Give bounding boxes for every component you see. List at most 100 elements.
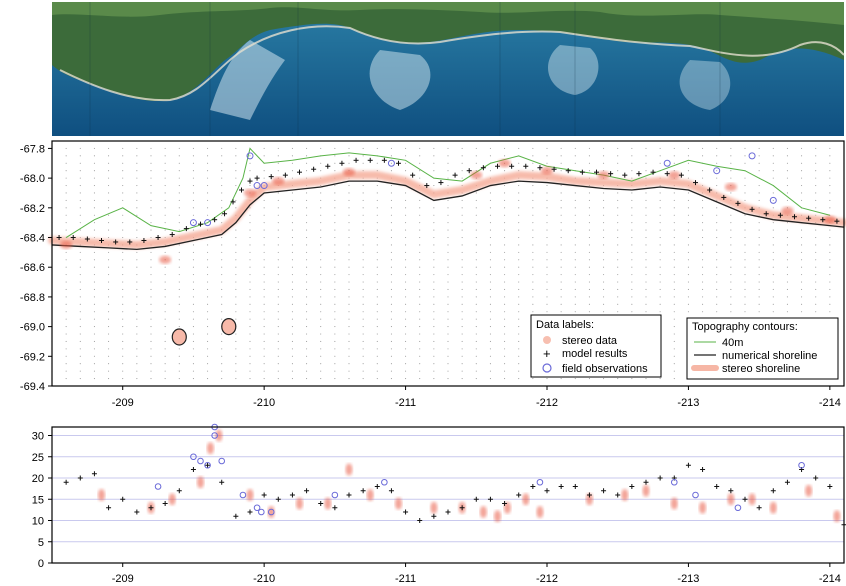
grid-dot bbox=[744, 244, 746, 246]
grid-dot bbox=[829, 259, 831, 261]
grid-dot bbox=[376, 192, 378, 194]
stereo-data-point bbox=[296, 497, 303, 510]
grid-dot bbox=[801, 274, 803, 276]
map-x-axis: -209 -210 -211 -212 -213 -214 bbox=[112, 386, 841, 409]
grid-dot bbox=[390, 199, 392, 201]
grid-dot bbox=[772, 162, 774, 164]
grid-dot bbox=[136, 259, 138, 261]
grid-dot bbox=[433, 274, 435, 276]
grid-dot bbox=[263, 177, 265, 179]
grid-dot bbox=[504, 296, 506, 298]
grid-dot bbox=[758, 251, 760, 253]
grid-dot bbox=[786, 236, 788, 239]
model-result-point bbox=[834, 218, 840, 224]
grid-dot bbox=[461, 259, 463, 261]
grid-dot bbox=[306, 222, 308, 224]
grid-dot bbox=[362, 207, 364, 209]
grid-dot bbox=[815, 259, 817, 261]
grid-dot bbox=[65, 192, 67, 194]
grid-dot bbox=[588, 281, 590, 283]
grid-dot bbox=[504, 170, 506, 172]
grid-dot bbox=[405, 296, 407, 298]
grid-dot bbox=[207, 281, 209, 283]
grid-dot bbox=[702, 288, 704, 291]
grid-dot bbox=[786, 184, 788, 187]
grid-dot bbox=[291, 311, 293, 313]
grid-dot bbox=[150, 229, 152, 231]
grid-dot bbox=[306, 147, 308, 149]
grid-dot bbox=[221, 244, 223, 246]
grid-dot bbox=[405, 274, 407, 276]
model-result-point bbox=[431, 513, 437, 519]
depth-plot-frame bbox=[51, 426, 845, 564]
grid-dot bbox=[461, 326, 463, 328]
grid-dot bbox=[617, 281, 619, 283]
grid-dot bbox=[93, 155, 95, 157]
grid-dot bbox=[108, 274, 110, 276]
grid-dot bbox=[461, 214, 463, 216]
grid-dot bbox=[603, 147, 605, 149]
grid-dot bbox=[122, 192, 124, 194]
grid-dot bbox=[560, 288, 562, 291]
grid-dot bbox=[786, 311, 788, 313]
grid-dot bbox=[150, 177, 152, 179]
field-observation-point bbox=[246, 152, 254, 160]
model-result-point bbox=[374, 484, 380, 489]
grid-dot bbox=[489, 281, 491, 283]
grid-dot bbox=[221, 251, 223, 253]
grid-dot bbox=[504, 326, 506, 328]
grid-dot bbox=[136, 326, 138, 328]
grid-dot bbox=[447, 207, 449, 209]
model-result-point bbox=[247, 178, 253, 184]
grid-dot bbox=[221, 288, 223, 291]
grid-dot bbox=[235, 274, 237, 276]
grid-dot bbox=[603, 155, 605, 157]
grid-dot bbox=[546, 288, 548, 291]
grid-dot bbox=[716, 311, 718, 313]
grid-dot bbox=[730, 222, 732, 224]
grid-dot bbox=[433, 162, 435, 164]
grid-dot bbox=[122, 236, 124, 239]
grid-dot bbox=[164, 162, 166, 164]
grid-dot bbox=[659, 251, 661, 253]
grid-dot bbox=[108, 326, 110, 328]
grid-dot bbox=[815, 147, 817, 149]
grid-dot bbox=[744, 214, 746, 216]
grid-dot bbox=[362, 378, 364, 380]
grid-dot bbox=[829, 229, 831, 231]
grid-dot bbox=[546, 162, 548, 164]
grid-dot bbox=[334, 348, 336, 350]
grid-dot bbox=[362, 303, 364, 305]
grid-dot bbox=[574, 259, 576, 261]
model-result-point bbox=[176, 488, 182, 494]
grid-dot bbox=[673, 266, 675, 268]
field-observation-point bbox=[381, 478, 388, 486]
grid-dot bbox=[277, 326, 279, 328]
grid-dot bbox=[178, 222, 180, 224]
model-result-point bbox=[403, 509, 409, 515]
grid-dot bbox=[560, 266, 562, 268]
model-result-point bbox=[579, 169, 585, 175]
grid-dot bbox=[744, 288, 746, 291]
grid-dot bbox=[348, 147, 350, 149]
grid-dot bbox=[136, 311, 138, 313]
grid-dot bbox=[320, 192, 322, 194]
grid-dot bbox=[574, 155, 576, 157]
grid-dot bbox=[815, 199, 817, 201]
grid-dot bbox=[263, 170, 265, 172]
grid-dot bbox=[433, 184, 435, 187]
grid-dot bbox=[306, 155, 308, 157]
grid-dot bbox=[758, 281, 760, 283]
grid-dot bbox=[433, 378, 435, 380]
grid-dot bbox=[192, 288, 194, 291]
grid-dot bbox=[744, 251, 746, 253]
stereo-data-point bbox=[833, 510, 841, 523]
grid-dot bbox=[122, 266, 124, 268]
grid-dot bbox=[306, 340, 308, 343]
grid-dot bbox=[150, 162, 152, 164]
grid-dot bbox=[390, 214, 392, 216]
grid-dot bbox=[419, 370, 421, 372]
grid-dot bbox=[164, 378, 166, 380]
grid-dot bbox=[122, 303, 124, 305]
